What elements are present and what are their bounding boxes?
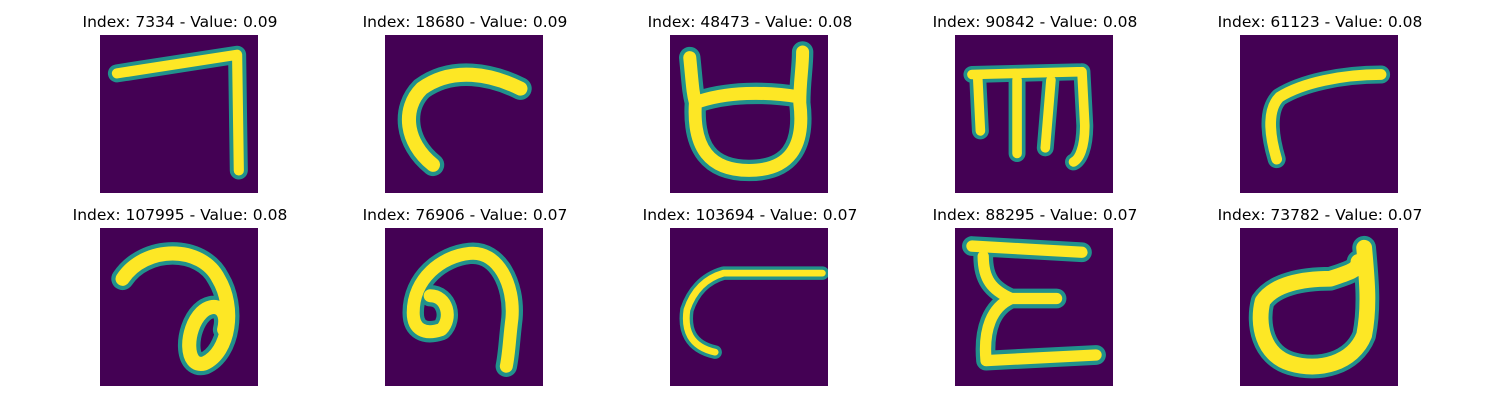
corner-stroke-glyph [100,35,258,193]
panel-3: Index: 48473 - Value: 0.08 [605,12,895,202]
panel-title: Index: 76906 - Value: 0.07 [362,206,568,224]
epsilon-glyph [955,228,1113,386]
panel-title: Index: 18680 - Value: 0.09 [362,13,568,31]
round-d-glyph [1240,228,1398,386]
trident-glyph [955,35,1113,193]
panel-8: Index: 103694 - Value: 0.07 [605,205,895,395]
panel-5: Index: 61123 - Value: 0.08 [1175,12,1465,202]
curl-glyph [385,228,543,386]
cup-glyph [670,35,828,193]
panel-1: Index: 7334 - Value: 0.09 [35,12,325,202]
panel-title: Index: 73782 - Value: 0.07 [1217,206,1423,224]
panel-9: Index: 88295 - Value: 0.07 [890,205,1180,395]
hook-stroke-glyph [385,35,543,193]
panel-title: Index: 90842 - Value: 0.08 [932,13,1138,31]
panel-title: Index: 7334 - Value: 0.09 [82,13,278,31]
panel-title: Index: 88295 - Value: 0.07 [932,206,1138,224]
open-curve-glyph [670,228,828,386]
panel-title: Index: 107995 - Value: 0.08 [72,206,288,224]
panel-2: Index: 18680 - Value: 0.09 [320,12,610,202]
panel-10: Index: 73782 - Value: 0.07 [1175,205,1465,395]
panel-title: Index: 61123 - Value: 0.08 [1217,13,1423,31]
panel-title: Index: 48473 - Value: 0.08 [647,13,853,31]
small-hook-glyph [1240,35,1398,193]
panel-7: Index: 76906 - Value: 0.07 [320,205,610,395]
panel-title: Index: 103694 - Value: 0.07 [642,206,858,224]
panel-6: Index: 107995 - Value: 0.08 [35,205,325,395]
loop-glyph [100,228,258,386]
panel-4: Index: 90842 - Value: 0.08 [890,12,1180,202]
